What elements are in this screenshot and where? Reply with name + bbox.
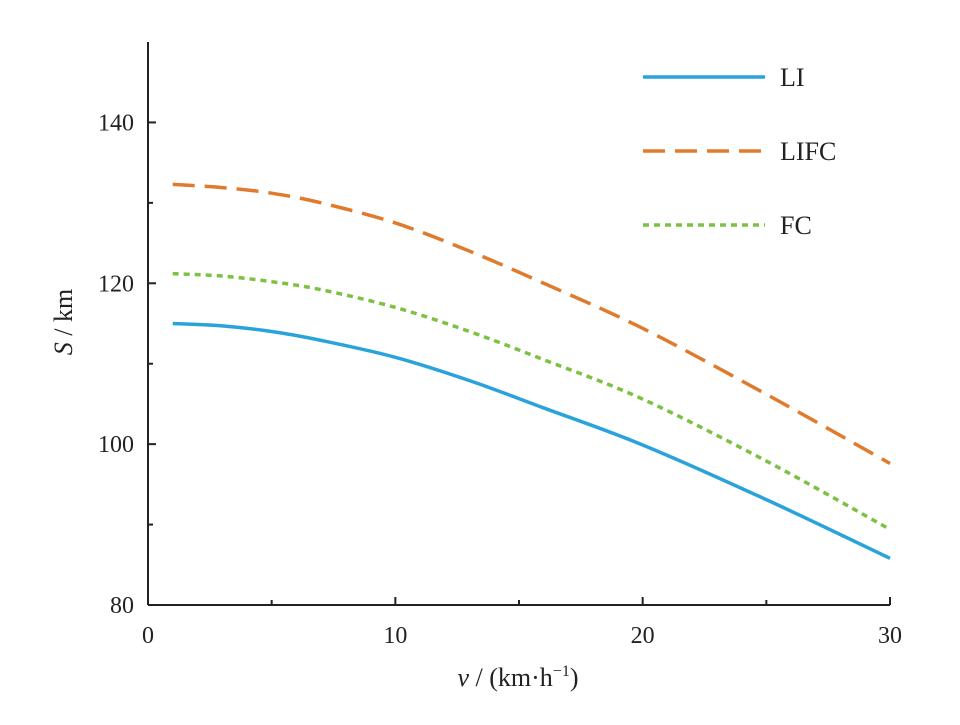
legend-label-li: LI <box>780 63 805 92</box>
x-axis-unit-sup: −1 <box>553 663 570 680</box>
legend: LI LIFC FC <box>643 63 836 240</box>
y-tick-label: 140 <box>98 110 134 136</box>
y-axis-var: S <box>49 342 78 355</box>
axes: 80 100 120 140 0 10 20 30 <box>98 42 902 649</box>
x-axis-unit: / (km·h <box>469 663 553 692</box>
x-axis-var: v <box>457 663 469 692</box>
y-tick-label: 120 <box>98 271 134 297</box>
y-tick-label: 100 <box>98 432 134 458</box>
x-axis-title: v / (km·h−1) <box>457 663 578 692</box>
series-line-fc <box>172 271 891 531</box>
x-tick-label: 10 <box>383 623 407 649</box>
y-axis-unit: / km <box>49 289 78 342</box>
y-tick-label: 80 <box>110 593 134 619</box>
x-axis-unit-close: ) <box>570 663 579 692</box>
x-tick-label: 30 <box>878 623 902 649</box>
y-axis-title: S / km <box>49 289 78 355</box>
x-tick-label: 20 <box>631 623 655 649</box>
legend-label-lifc: LIFC <box>780 137 836 166</box>
series-layer <box>172 182 891 560</box>
legend-label-fc: FC <box>780 211 812 240</box>
series-line-li <box>172 321 891 560</box>
x-tick-label: 0 <box>142 623 154 649</box>
series-line-lifc <box>172 182 891 465</box>
